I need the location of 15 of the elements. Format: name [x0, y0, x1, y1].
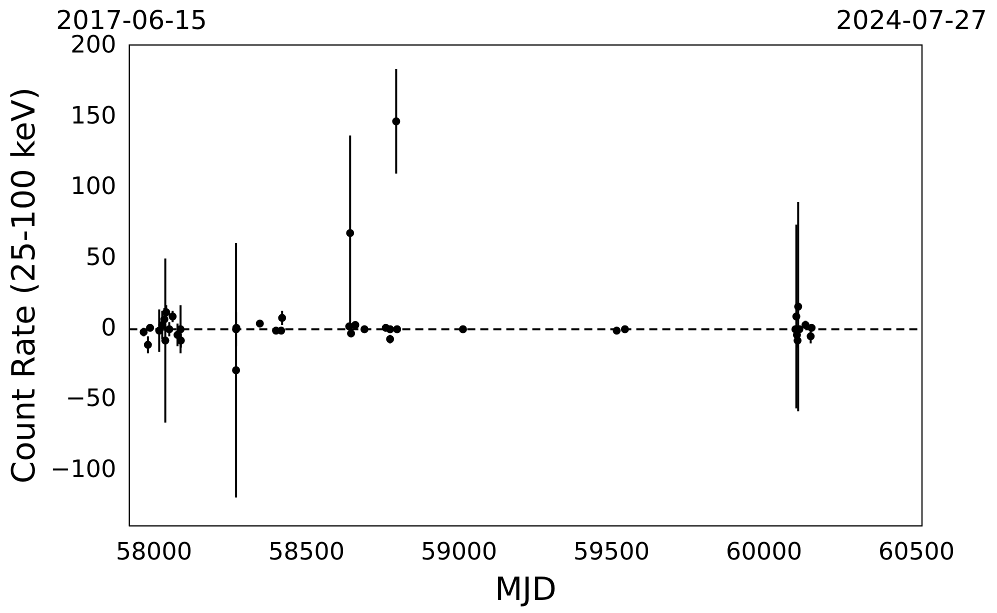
y-tick-label: 50 [86, 242, 116, 271]
x-tick-label: 59000 [420, 537, 498, 566]
text: 2024-07-27 [836, 6, 987, 36]
x-tick-label: 58500 [268, 537, 345, 566]
y-tick-label: 0 [101, 313, 116, 342]
x-tick-label: 59500 [573, 537, 650, 566]
x-tick-label: 58000 [116, 537, 192, 566]
x-axis-title: MJD [494, 570, 557, 608]
y-tick-label: −100 [50, 454, 116, 483]
y-tick-label: −50 [66, 384, 116, 412]
y-axis-title: Count Rate (25-100 keV) [4, 87, 43, 484]
x-tick-label: 60500 [878, 537, 955, 566]
y-tick-label: 150 [70, 101, 116, 130]
y-tick-label: 100 [70, 172, 116, 200]
x-tick-label: 60000 [726, 537, 802, 566]
